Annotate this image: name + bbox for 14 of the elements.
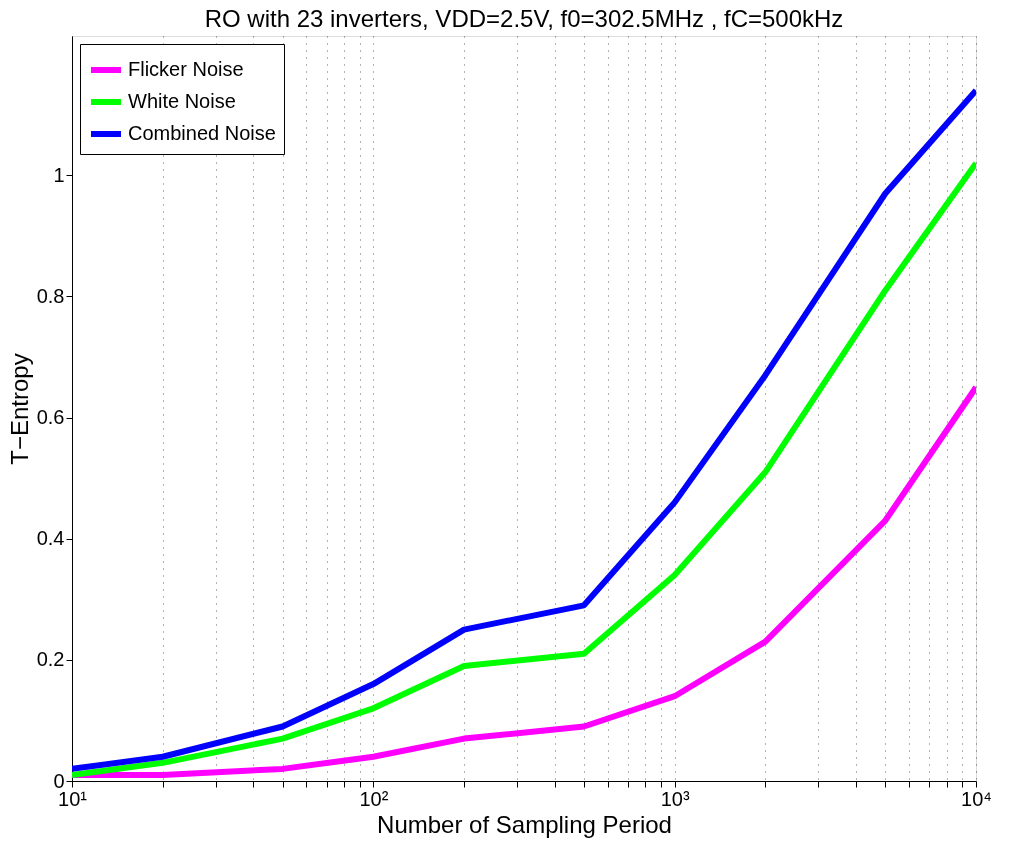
- legend-label: Combined Noise: [128, 122, 276, 144]
- y-axis-title: T−Entropy: [5, 353, 33, 465]
- y-tick-label: 0.6: [36, 406, 65, 429]
- y-tick-label: 0.2: [36, 648, 65, 671]
- y-tick-label: 1: [53, 163, 65, 186]
- y-tick-label: 0.8: [36, 284, 65, 307]
- x-tick-label: 10⁴: [961, 787, 992, 810]
- x-tick-label: 10²: [359, 787, 389, 810]
- y-tick-label: 0.4: [36, 527, 65, 550]
- legend-label: Flicker Noise: [128, 58, 244, 80]
- legend-label: White Noise: [128, 90, 236, 112]
- x-tick-label: 10³: [660, 787, 690, 810]
- x-axis-title: Number of Sampling Period: [377, 810, 672, 838]
- chart-title: RO with 23 inverters, VDD=2.5V, f0=302.5MHz , fC=500kHz: [204, 5, 844, 32]
